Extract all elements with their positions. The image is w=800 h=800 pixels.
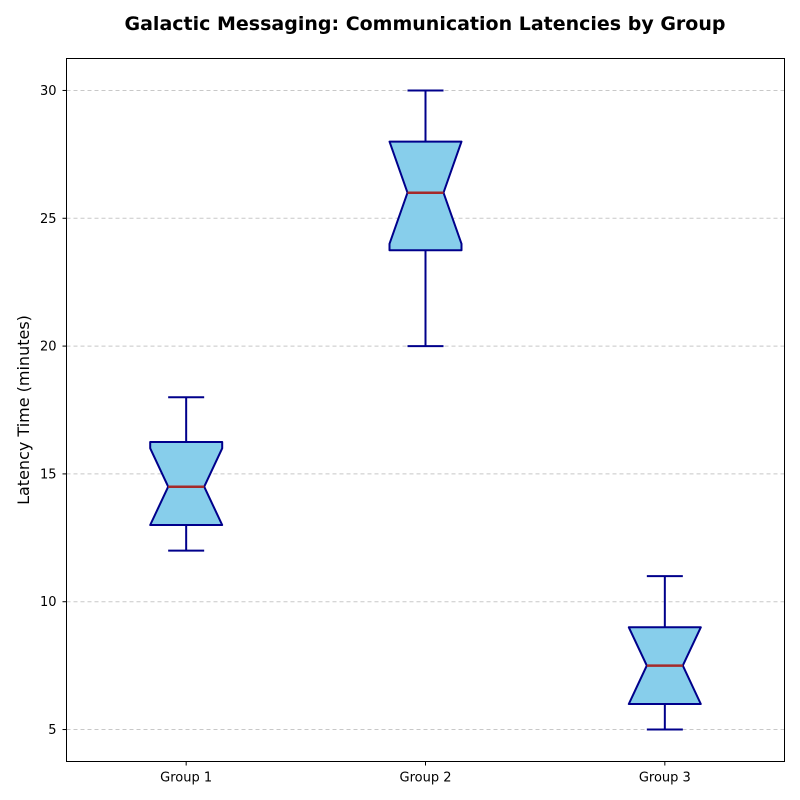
- chart-title: Galactic Messaging: Communication Latenc…: [125, 13, 726, 35]
- box-group: [627, 575, 702, 731]
- box-group: [388, 89, 463, 348]
- x-tick-label: Group 2: [400, 771, 452, 786]
- y-tick-label: 10: [40, 595, 57, 610]
- box-plots: [149, 89, 702, 731]
- y-axis-label: Latency Time (minutes): [14, 315, 33, 505]
- x-tick-label: Group 1: [160, 771, 212, 786]
- axis-ticks: 5 10 15 20 25 30 Group 1 Group 2 Group 3: [40, 84, 691, 786]
- notched-box: [388, 140, 463, 252]
- y-tick-label: 15: [40, 467, 57, 482]
- y-tick-label: 20: [40, 340, 57, 355]
- x-tick-label: Group 3: [639, 771, 691, 786]
- notched-box: [149, 441, 224, 526]
- y-tick-label: 30: [40, 84, 57, 99]
- box-group: [149, 396, 224, 552]
- y-tick-label: 25: [40, 212, 57, 227]
- y-tick-label: 5: [48, 723, 56, 738]
